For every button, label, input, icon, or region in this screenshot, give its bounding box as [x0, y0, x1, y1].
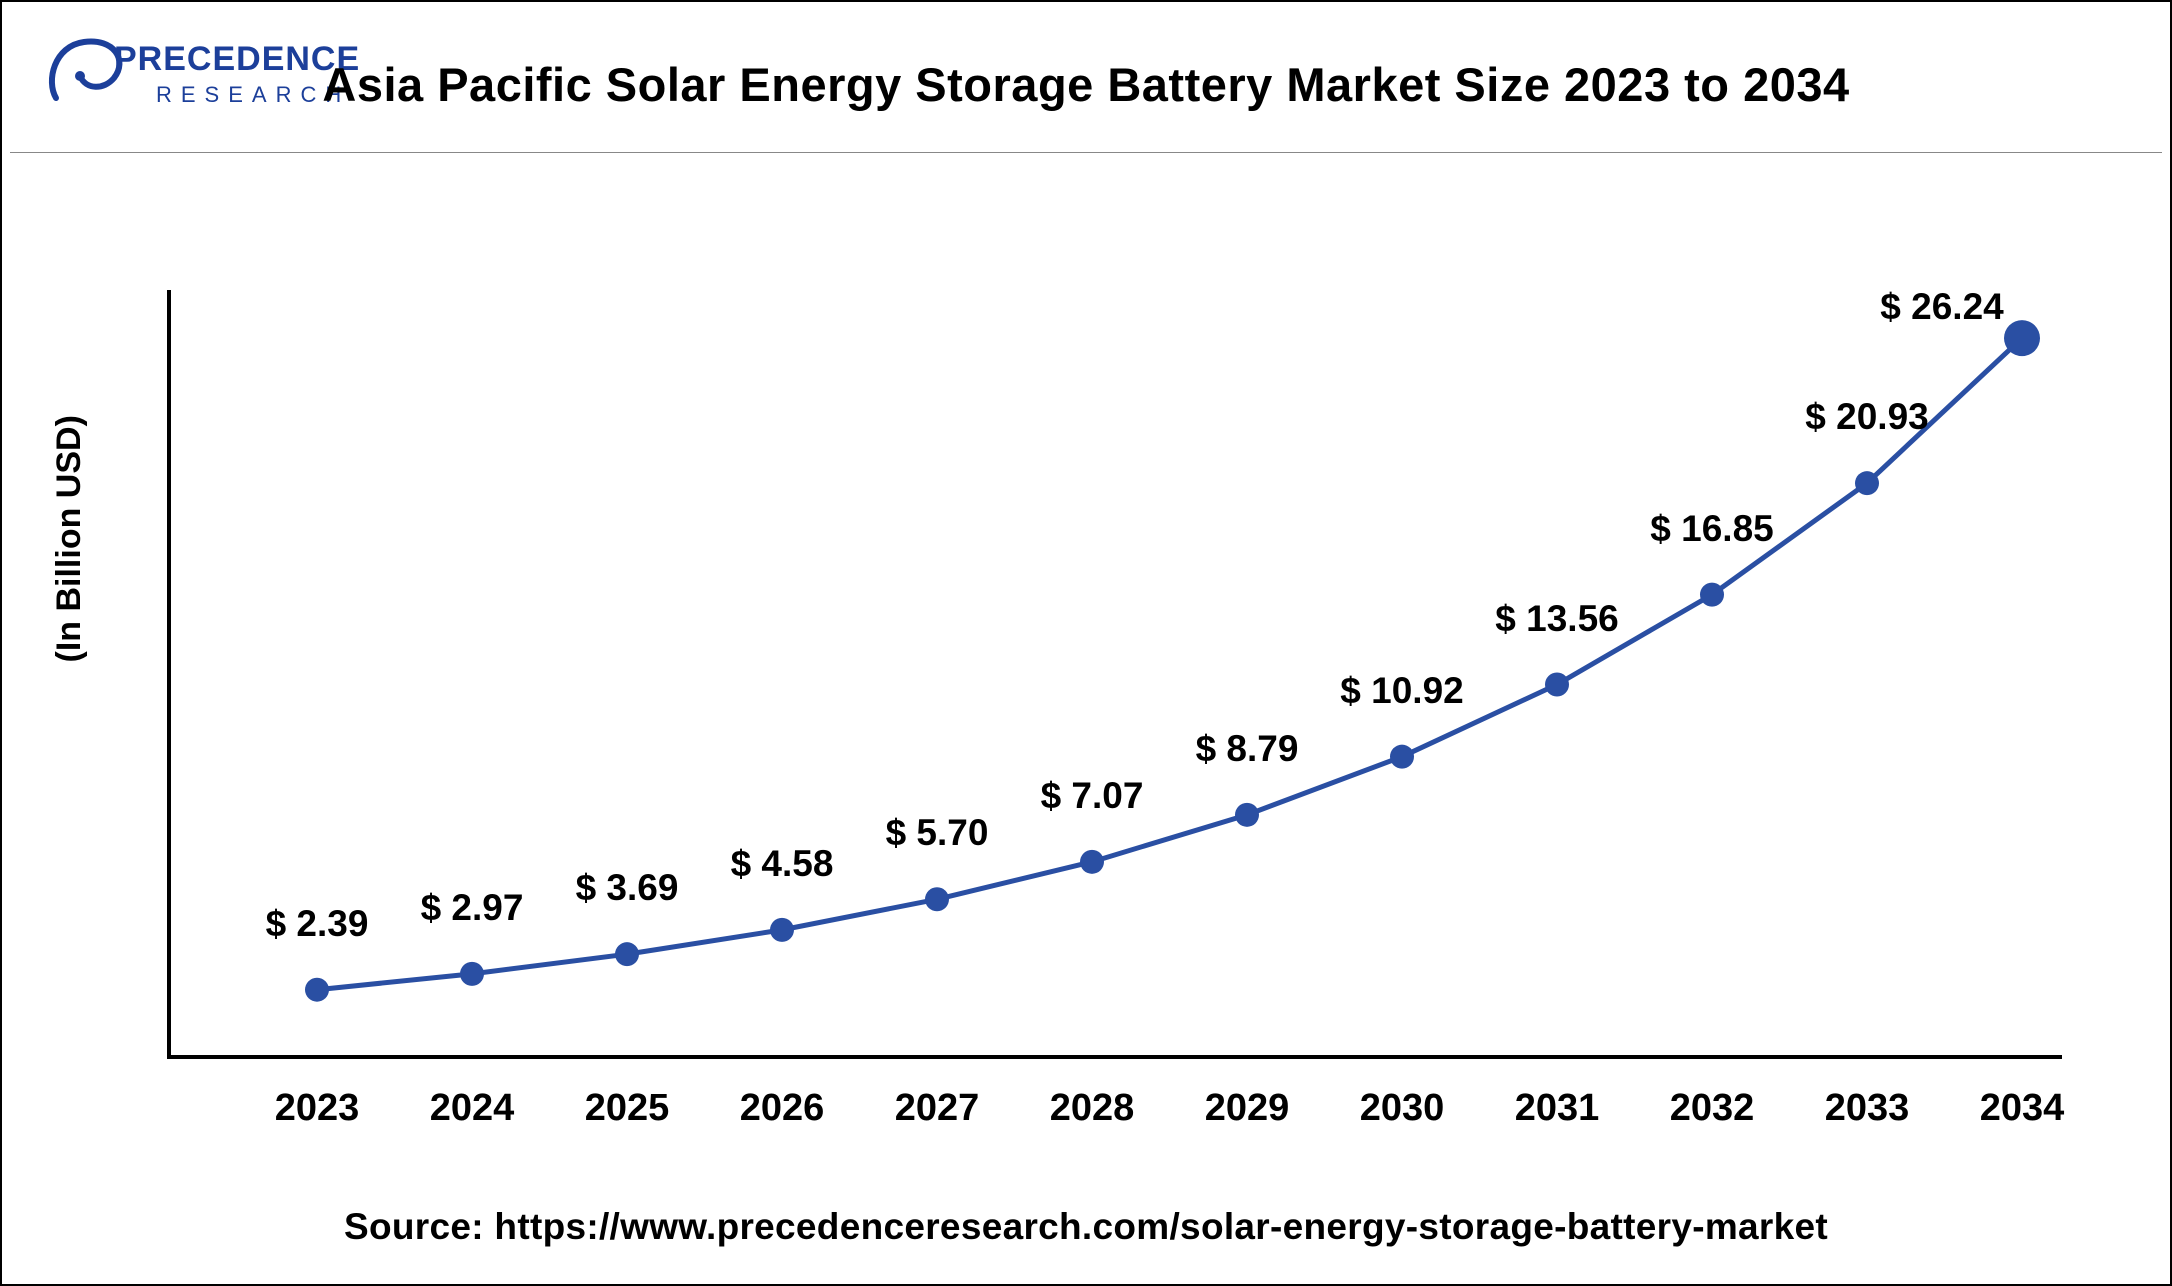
data-label: $ 3.69 — [576, 867, 679, 909]
data-marker — [770, 918, 794, 942]
data-label: $ 13.56 — [1495, 598, 1618, 640]
data-label: $ 10.92 — [1340, 670, 1463, 712]
x-tick-label: 2033 — [1825, 1087, 1910, 1130]
data-label: $ 7.07 — [1041, 775, 1144, 817]
data-marker — [1700, 583, 1724, 607]
data-marker — [460, 962, 484, 986]
data-marker — [1080, 850, 1104, 874]
data-label: $ 2.39 — [266, 903, 369, 945]
data-label: $ 2.97 — [421, 887, 524, 929]
chart-title: Asia Pacific Solar Energy Storage Batter… — [2, 57, 2170, 112]
data-label: $ 8.79 — [1196, 728, 1299, 770]
plot-area: 2023202420252026202720282029203020312032… — [167, 290, 2067, 1055]
data-marker — [1235, 803, 1259, 827]
data-label: $ 5.70 — [886, 812, 989, 854]
x-tick-label: 2024 — [430, 1087, 515, 1130]
x-tick-label: 2025 — [585, 1087, 670, 1130]
data-marker — [305, 978, 329, 1002]
data-marker — [1390, 745, 1414, 769]
data-marker — [1855, 471, 1879, 495]
data-marker — [2004, 320, 2040, 356]
x-tick-label: 2032 — [1670, 1087, 1755, 1130]
line-svg — [167, 290, 2067, 1090]
x-tick-label: 2027 — [895, 1087, 980, 1130]
x-tick-label: 2031 — [1515, 1087, 1600, 1130]
data-label: $ 16.85 — [1650, 508, 1773, 550]
title-divider — [10, 152, 2162, 153]
x-tick-label: 2029 — [1205, 1087, 1290, 1130]
x-tick-label: 2030 — [1360, 1087, 1445, 1130]
x-tick-label: 2026 — [740, 1087, 825, 1130]
source-caption: Source: https://www.precedenceresearch.c… — [2, 1206, 2170, 1248]
y-axis-label: (In Billion USD) — [50, 415, 89, 662]
data-marker — [1545, 673, 1569, 697]
x-tick-label: 2023 — [275, 1087, 360, 1130]
data-marker — [615, 942, 639, 966]
data-label: $ 20.93 — [1805, 396, 1928, 438]
data-label: $ 4.58 — [731, 843, 834, 885]
x-tick-label: 2034 — [1980, 1087, 2065, 1130]
x-tick-label: 2028 — [1050, 1087, 1135, 1130]
data-label: $ 26.24 — [1880, 286, 2003, 328]
data-marker — [925, 887, 949, 911]
chart-card: PRECEDENCE RESEARCH Asia Pacific Solar E… — [0, 0, 2172, 1286]
